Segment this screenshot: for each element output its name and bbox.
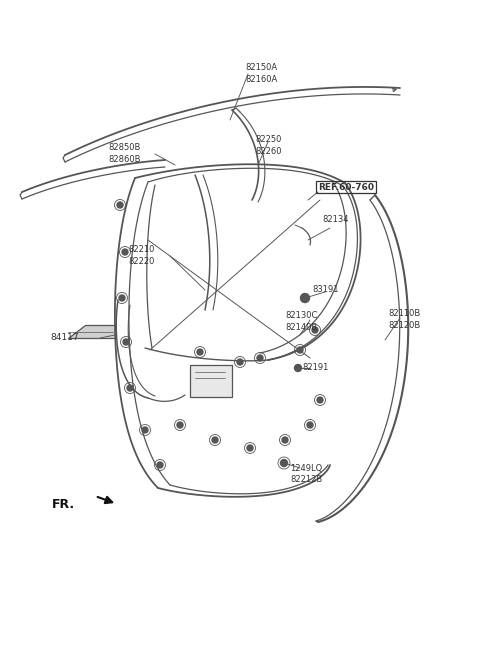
Text: 82120B: 82120B [388,322,420,331]
Text: 1249LQ: 1249LQ [290,464,322,472]
Circle shape [177,422,183,428]
Circle shape [123,339,129,345]
Text: 82150A: 82150A [245,64,277,73]
Circle shape [197,349,203,355]
Circle shape [300,293,310,303]
Text: 82212B: 82212B [290,476,322,485]
Bar [190,365,232,397]
Text: 82140B: 82140B [285,324,317,333]
Text: 82130C: 82130C [285,312,317,320]
Circle shape [257,355,263,361]
Text: 83191: 83191 [312,286,338,295]
Circle shape [119,295,125,301]
Circle shape [295,364,301,371]
Circle shape [297,347,303,353]
Text: 82210: 82210 [128,246,155,255]
Circle shape [142,427,148,433]
Polygon shape [68,325,115,338]
Circle shape [212,437,218,443]
Circle shape [157,462,163,468]
Text: 82220: 82220 [128,257,155,267]
Text: 82860B: 82860B [108,155,141,164]
Text: REF.60-760: REF.60-760 [318,183,374,191]
Circle shape [317,397,323,403]
Text: 82260: 82260 [255,147,281,157]
Text: 82191: 82191 [302,364,328,373]
Circle shape [282,437,288,443]
Circle shape [122,249,128,255]
Text: 84117: 84117 [50,333,79,343]
Text: 82250: 82250 [255,136,281,145]
Circle shape [127,385,133,391]
Circle shape [307,422,313,428]
Text: FR.: FR. [52,498,75,510]
Text: 82110B: 82110B [388,310,420,318]
Circle shape [247,445,253,451]
Circle shape [312,327,318,333]
Text: 82134: 82134 [322,215,348,225]
Circle shape [280,460,288,466]
Text: 82850B: 82850B [108,143,140,153]
Circle shape [117,202,123,208]
Text: 82160A: 82160A [245,75,277,84]
Circle shape [237,359,243,365]
